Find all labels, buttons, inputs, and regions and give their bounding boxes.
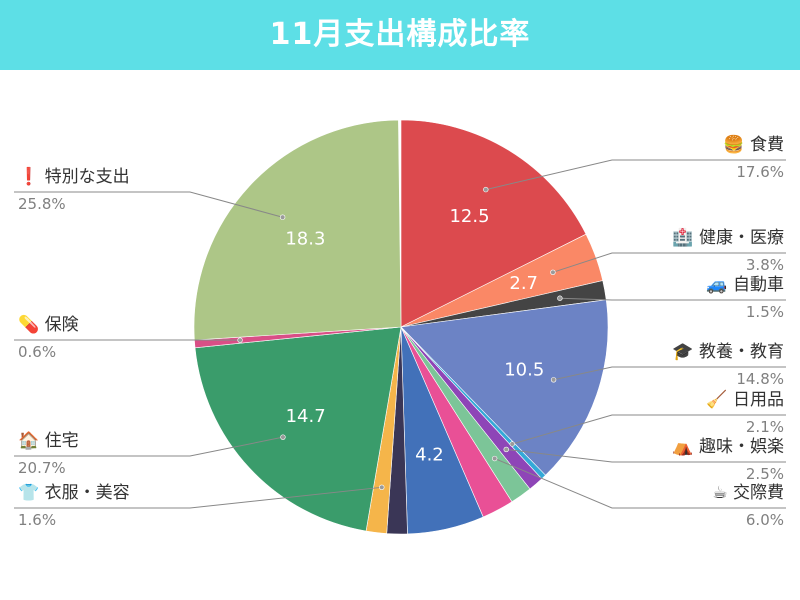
leader-line	[14, 436, 284, 457]
house-icon: 🏠	[18, 431, 39, 451]
hamburger-icon: 🍔	[723, 134, 744, 155]
legend-name: 健康・医療	[694, 228, 784, 248]
leader-dot	[550, 377, 557, 383]
leader-line	[512, 414, 786, 445]
legend-name: 食費	[745, 135, 784, 155]
pie-slices	[193, 119, 609, 535]
legend-label-4: 🎓 教養・教育	[672, 342, 784, 362]
legend-name: 保険	[39, 315, 78, 335]
legend-label-6: ⛺ 趣味・娯楽	[672, 437, 784, 457]
legend-percent: 14.8%	[736, 370, 784, 388]
leader-line	[559, 297, 786, 301]
title-bar	[0, 0, 800, 70]
leader-dot	[550, 269, 556, 276]
hospital-icon: 🏥	[672, 227, 693, 248]
coffee-icon: ☕	[712, 483, 727, 503]
slice-value-label: 2.7	[509, 273, 538, 294]
exclamation-icon: ❗	[18, 166, 39, 187]
slice-value-label: 18.3	[285, 228, 325, 249]
legend-percent: 1.6%	[18, 511, 56, 529]
legend-name: 日用品	[728, 390, 784, 410]
pill-icon: 💊	[18, 314, 39, 335]
legend-label-7: ☕ 交際費	[712, 483, 784, 503]
car-icon: 🚙	[706, 275, 727, 295]
leader-dot	[237, 337, 243, 343]
slice-value-label: 10.5	[504, 360, 544, 381]
leader-dot	[491, 455, 498, 462]
pie-slice-1	[400, 119, 587, 328]
legend-label-5: 🧹 日用品	[706, 389, 784, 410]
pie-slice-14	[193, 119, 402, 341]
legend-percent: 17.6%	[736, 163, 784, 181]
leader-dot	[379, 484, 385, 491]
graduation-cap-icon: 🎓	[672, 342, 693, 362]
leader-line	[553, 366, 786, 381]
shirt-icon: 👕	[18, 483, 39, 503]
legend-name: 自動車	[728, 275, 784, 295]
legend-percent: 0.6%	[18, 343, 56, 361]
legend-label-12: 🏠 住宅	[18, 431, 79, 451]
legend-percent: 1.5%	[746, 303, 784, 321]
legend-name: 趣味・娯楽	[694, 437, 784, 457]
tent-icon: ⛺	[672, 437, 693, 457]
leader-dot	[280, 434, 286, 440]
legend-label-14: ❗ 特別な支出	[18, 166, 130, 187]
leader-dot	[557, 295, 563, 301]
leader-dot	[503, 446, 509, 453]
slice-value-label: 4.2	[415, 444, 444, 465]
slice-value-label: 12.5	[449, 206, 489, 227]
legend-label-11: 👕 衣服・美容	[18, 483, 130, 503]
legend-percent: 20.7%	[18, 459, 66, 477]
broom-icon: 🧹	[706, 389, 727, 410]
leader-dot	[509, 441, 515, 447]
leader-dot	[279, 214, 286, 220]
leader-line	[14, 191, 283, 218]
legend-percent: 6.0%	[746, 511, 784, 529]
legend-name: 住宅	[39, 431, 78, 451]
leader-line	[506, 448, 786, 463]
legend-percent: 2.5%	[746, 465, 784, 483]
slice-value-labels: 12.5 2.7 10.5 4.2 14.7 18.3	[285, 206, 544, 465]
leader-lines	[14, 159, 786, 509]
legend-label-13: 💊 保険	[18, 314, 79, 335]
legend-label-2: 🏥 健康・医療	[672, 227, 784, 248]
leader-line	[14, 486, 382, 509]
leader-line	[494, 458, 786, 509]
legend-percent: 2.1%	[746, 418, 784, 436]
leader-dot	[483, 186, 489, 193]
legend-name: 教養・教育	[694, 342, 784, 362]
chart-title: 11月支出構成比率	[269, 17, 531, 52]
legend-name: 交際費	[728, 483, 784, 503]
legend-name: 衣服・美容	[39, 483, 129, 503]
leader-line	[485, 159, 786, 191]
pie-slice-12	[194, 326, 402, 532]
legend-name: 特別な支出	[39, 167, 129, 187]
legend-label-3: 🚙 自動車	[706, 275, 784, 295]
leader-line	[552, 252, 786, 273]
slice-value-label: 14.7	[286, 406, 326, 427]
legend-percent: 3.8%	[746, 256, 784, 274]
legend-percent: 25.8%	[18, 195, 66, 213]
legend-label-1: 🍔 食費	[723, 134, 784, 155]
